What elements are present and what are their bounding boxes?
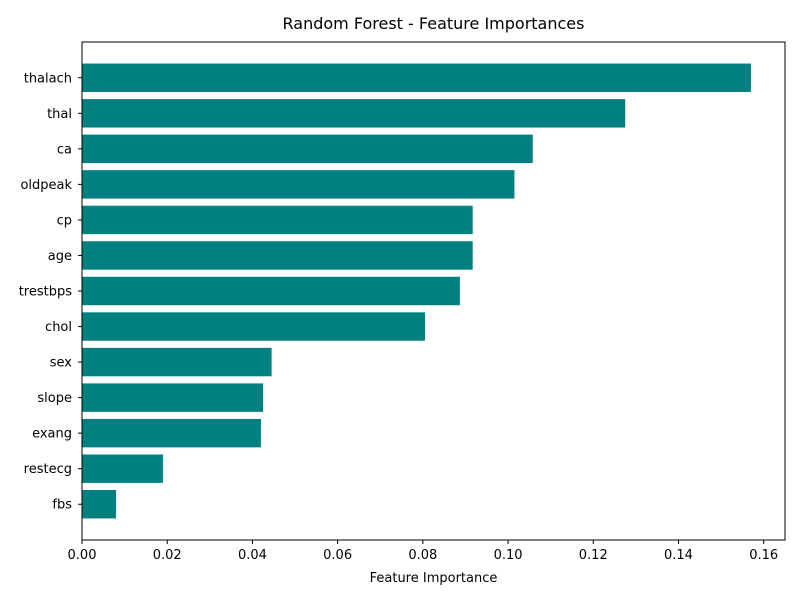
bar-thal bbox=[82, 99, 626, 128]
y-tick-label-restecg: restecg bbox=[24, 462, 72, 477]
x-tick-label: 0.04 bbox=[238, 548, 267, 563]
bar-fbs bbox=[82, 490, 117, 519]
bar-ca bbox=[82, 134, 533, 164]
bar-slope bbox=[82, 383, 264, 412]
y-tick-label-sex: sex bbox=[50, 356, 73, 371]
x-tick-label: 0.10 bbox=[494, 548, 523, 563]
y-tick-label-ca: ca bbox=[57, 142, 72, 157]
x-tick-label: 0.12 bbox=[579, 548, 608, 563]
bar-chol bbox=[82, 312, 425, 341]
bar-restecg bbox=[82, 454, 163, 483]
x-axis-label: Feature Importance bbox=[370, 571, 498, 586]
bar-exang bbox=[82, 418, 261, 448]
x-tick-label: 0.00 bbox=[68, 548, 97, 563]
x-tick-label: 0.02 bbox=[153, 548, 182, 563]
x-tick-label: 0.14 bbox=[664, 548, 693, 563]
bar-sex bbox=[82, 347, 272, 377]
x-tick-label: 0.16 bbox=[749, 548, 778, 563]
y-tick-label-trestbps: trestbps bbox=[19, 285, 73, 300]
y-tick-label-chol: chol bbox=[45, 320, 72, 335]
bar-thalach bbox=[82, 63, 751, 92]
chart-title: Random Forest - Feature Importances bbox=[283, 14, 585, 33]
y-tick-label-thalach: thalach bbox=[24, 71, 72, 86]
y-tick-label-thal: thal bbox=[47, 107, 72, 122]
x-tick-label: 0.08 bbox=[408, 548, 437, 563]
y-tick-label-exang: exang bbox=[32, 427, 72, 442]
bar-oldpeak bbox=[82, 170, 515, 199]
y-tick-label-fbs: fbs bbox=[52, 498, 72, 513]
plot-frame bbox=[81, 41, 786, 541]
y-tick-label-slope: slope bbox=[37, 391, 72, 406]
axes-layer: thalach thal ca oldpeak cp age trestbps chol sex… bbox=[19, 41, 786, 563]
bar-age bbox=[82, 241, 473, 270]
y-tick-label-oldpeak: oldpeak bbox=[20, 178, 72, 193]
y-tick-label-age: age bbox=[48, 249, 72, 264]
bar-trestbps bbox=[82, 276, 460, 306]
y-tick-label-cp: cp bbox=[57, 213, 72, 228]
x-tick-label: 0.06 bbox=[323, 548, 352, 563]
bar-cp bbox=[82, 205, 473, 235]
bars-layer bbox=[82, 63, 751, 519]
